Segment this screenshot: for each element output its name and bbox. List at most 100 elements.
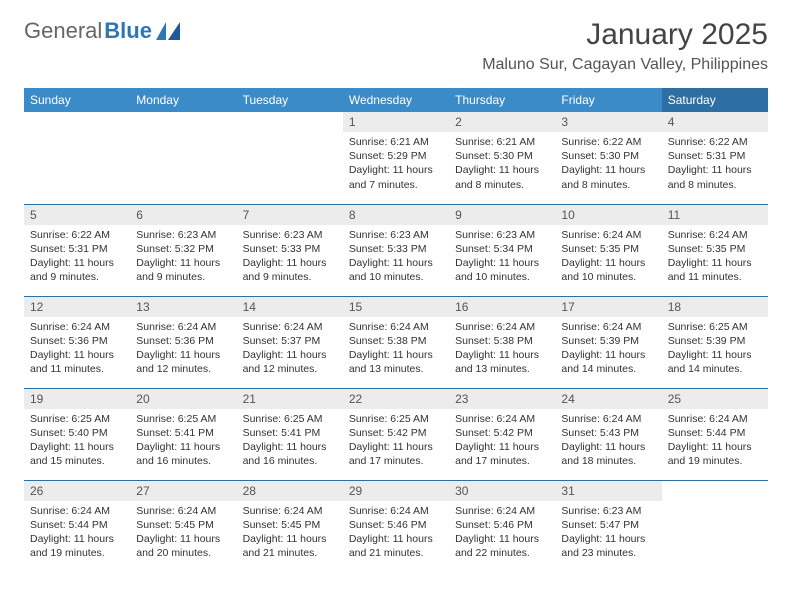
sunset-line: Sunset: 5:31 PM (30, 242, 124, 256)
weekday-header: Monday (130, 88, 236, 112)
sunrise-line: Sunrise: 6:24 AM (561, 412, 655, 426)
calendar-day-cell: 21Sunrise: 6:25 AMSunset: 5:41 PMDayligh… (237, 388, 343, 480)
day-number: 11 (662, 205, 768, 225)
calendar-day-cell: 4Sunrise: 6:22 AMSunset: 5:31 PMDaylight… (662, 112, 768, 204)
sunset-line: Sunset: 5:32 PM (136, 242, 230, 256)
sunrise-line: Sunrise: 6:21 AM (455, 135, 549, 149)
calendar-week-row: 12Sunrise: 6:24 AMSunset: 5:36 PMDayligh… (24, 296, 768, 388)
daylight-line: Daylight: 11 hours and 14 minutes. (668, 348, 762, 376)
sunset-line: Sunset: 5:46 PM (349, 518, 443, 532)
calendar-day-cell: 6Sunrise: 6:23 AMSunset: 5:32 PMDaylight… (130, 204, 236, 296)
day-info: Sunrise: 6:21 AMSunset: 5:30 PMDaylight:… (449, 132, 555, 196)
sunset-line: Sunset: 5:42 PM (349, 426, 443, 440)
day-number: 7 (237, 205, 343, 225)
day-number: 9 (449, 205, 555, 225)
logo-sail-icon (156, 22, 180, 40)
day-number: 16 (449, 297, 555, 317)
day-info: Sunrise: 6:24 AMSunset: 5:35 PMDaylight:… (662, 225, 768, 289)
daylight-line: Daylight: 11 hours and 13 minutes. (455, 348, 549, 376)
calendar-week-row: 5Sunrise: 6:22 AMSunset: 5:31 PMDaylight… (24, 204, 768, 296)
calendar-day-cell: 2Sunrise: 6:21 AMSunset: 5:30 PMDaylight… (449, 112, 555, 204)
calendar-day-cell: 24Sunrise: 6:24 AMSunset: 5:43 PMDayligh… (555, 388, 661, 480)
daylight-line: Daylight: 11 hours and 21 minutes. (243, 532, 337, 560)
sunrise-line: Sunrise: 6:23 AM (136, 228, 230, 242)
day-info: Sunrise: 6:24 AMSunset: 5:36 PMDaylight:… (24, 317, 130, 381)
sunrise-line: Sunrise: 6:25 AM (30, 412, 124, 426)
daylight-line: Daylight: 11 hours and 21 minutes. (349, 532, 443, 560)
weekday-header: Wednesday (343, 88, 449, 112)
sunset-line: Sunset: 5:31 PM (668, 149, 762, 163)
calendar-day-cell: 14Sunrise: 6:24 AMSunset: 5:37 PMDayligh… (237, 296, 343, 388)
sunrise-line: Sunrise: 6:24 AM (455, 412, 549, 426)
day-info: Sunrise: 6:25 AMSunset: 5:42 PMDaylight:… (343, 409, 449, 473)
logo-text-blue: Blue (104, 18, 152, 44)
sunrise-line: Sunrise: 6:25 AM (243, 412, 337, 426)
sunset-line: Sunset: 5:39 PM (561, 334, 655, 348)
weekday-header: Friday (555, 88, 661, 112)
day-info: Sunrise: 6:24 AMSunset: 5:44 PMDaylight:… (662, 409, 768, 473)
day-number: 12 (24, 297, 130, 317)
day-number: 26 (24, 481, 130, 501)
daylight-line: Daylight: 11 hours and 8 minutes. (561, 163, 655, 191)
month-title: January 2025 (482, 18, 768, 52)
daylight-line: Daylight: 11 hours and 8 minutes. (455, 163, 549, 191)
logo-text-gray: General (24, 18, 102, 44)
day-number: 23 (449, 389, 555, 409)
sunrise-line: Sunrise: 6:24 AM (136, 320, 230, 334)
weekday-header: Thursday (449, 88, 555, 112)
daylight-line: Daylight: 11 hours and 13 minutes. (349, 348, 443, 376)
title-block: January 2025 Maluno Sur, Cagayan Valley,… (482, 18, 768, 80)
day-info: Sunrise: 6:21 AMSunset: 5:29 PMDaylight:… (343, 132, 449, 196)
daylight-line: Daylight: 11 hours and 9 minutes. (243, 256, 337, 284)
calendar-day-cell: 29Sunrise: 6:24 AMSunset: 5:46 PMDayligh… (343, 480, 449, 572)
calendar-day-cell: 11Sunrise: 6:24 AMSunset: 5:35 PMDayligh… (662, 204, 768, 296)
logo: GeneralBlue (24, 18, 180, 44)
day-info: Sunrise: 6:24 AMSunset: 5:36 PMDaylight:… (130, 317, 236, 381)
sunset-line: Sunset: 5:34 PM (455, 242, 549, 256)
sunset-line: Sunset: 5:35 PM (668, 242, 762, 256)
day-info: Sunrise: 6:24 AMSunset: 5:35 PMDaylight:… (555, 225, 661, 289)
day-number (662, 481, 768, 501)
day-number: 6 (130, 205, 236, 225)
day-info: Sunrise: 6:24 AMSunset: 5:45 PMDaylight:… (237, 501, 343, 565)
calendar-day-cell: 16Sunrise: 6:24 AMSunset: 5:38 PMDayligh… (449, 296, 555, 388)
day-number: 22 (343, 389, 449, 409)
calendar-day-cell: 12Sunrise: 6:24 AMSunset: 5:36 PMDayligh… (24, 296, 130, 388)
day-info: Sunrise: 6:23 AMSunset: 5:33 PMDaylight:… (237, 225, 343, 289)
sunset-line: Sunset: 5:29 PM (349, 149, 443, 163)
daylight-line: Daylight: 11 hours and 7 minutes. (349, 163, 443, 191)
daylight-line: Daylight: 11 hours and 17 minutes. (455, 440, 549, 468)
daylight-line: Daylight: 11 hours and 12 minutes. (243, 348, 337, 376)
day-info: Sunrise: 6:24 AMSunset: 5:46 PMDaylight:… (449, 501, 555, 565)
day-info: Sunrise: 6:24 AMSunset: 5:46 PMDaylight:… (343, 501, 449, 565)
calendar-day-cell (24, 112, 130, 204)
weekday-header: Tuesday (237, 88, 343, 112)
day-info: Sunrise: 6:24 AMSunset: 5:42 PMDaylight:… (449, 409, 555, 473)
day-info: Sunrise: 6:24 AMSunset: 5:37 PMDaylight:… (237, 317, 343, 381)
calendar-day-cell: 19Sunrise: 6:25 AMSunset: 5:40 PMDayligh… (24, 388, 130, 480)
calendar-day-cell: 20Sunrise: 6:25 AMSunset: 5:41 PMDayligh… (130, 388, 236, 480)
sunrise-line: Sunrise: 6:22 AM (561, 135, 655, 149)
day-info: Sunrise: 6:23 AMSunset: 5:47 PMDaylight:… (555, 501, 661, 565)
day-number: 29 (343, 481, 449, 501)
daylight-line: Daylight: 11 hours and 19 minutes. (668, 440, 762, 468)
day-number: 5 (24, 205, 130, 225)
sunset-line: Sunset: 5:35 PM (561, 242, 655, 256)
sunset-line: Sunset: 5:38 PM (349, 334, 443, 348)
day-number: 1 (343, 112, 449, 132)
sunset-line: Sunset: 5:39 PM (668, 334, 762, 348)
calendar-body: 1Sunrise: 6:21 AMSunset: 5:29 PMDaylight… (24, 112, 768, 572)
day-info: Sunrise: 6:25 AMSunset: 5:40 PMDaylight:… (24, 409, 130, 473)
day-number: 30 (449, 481, 555, 501)
daylight-line: Daylight: 11 hours and 16 minutes. (243, 440, 337, 468)
daylight-line: Daylight: 11 hours and 10 minutes. (561, 256, 655, 284)
day-info: Sunrise: 6:24 AMSunset: 5:43 PMDaylight:… (555, 409, 661, 473)
calendar-day-cell: 26Sunrise: 6:24 AMSunset: 5:44 PMDayligh… (24, 480, 130, 572)
day-info: Sunrise: 6:25 AMSunset: 5:39 PMDaylight:… (662, 317, 768, 381)
calendar-day-cell: 18Sunrise: 6:25 AMSunset: 5:39 PMDayligh… (662, 296, 768, 388)
daylight-line: Daylight: 11 hours and 18 minutes. (561, 440, 655, 468)
day-number: 8 (343, 205, 449, 225)
day-number: 2 (449, 112, 555, 132)
day-number: 18 (662, 297, 768, 317)
day-info: Sunrise: 6:25 AMSunset: 5:41 PMDaylight:… (237, 409, 343, 473)
